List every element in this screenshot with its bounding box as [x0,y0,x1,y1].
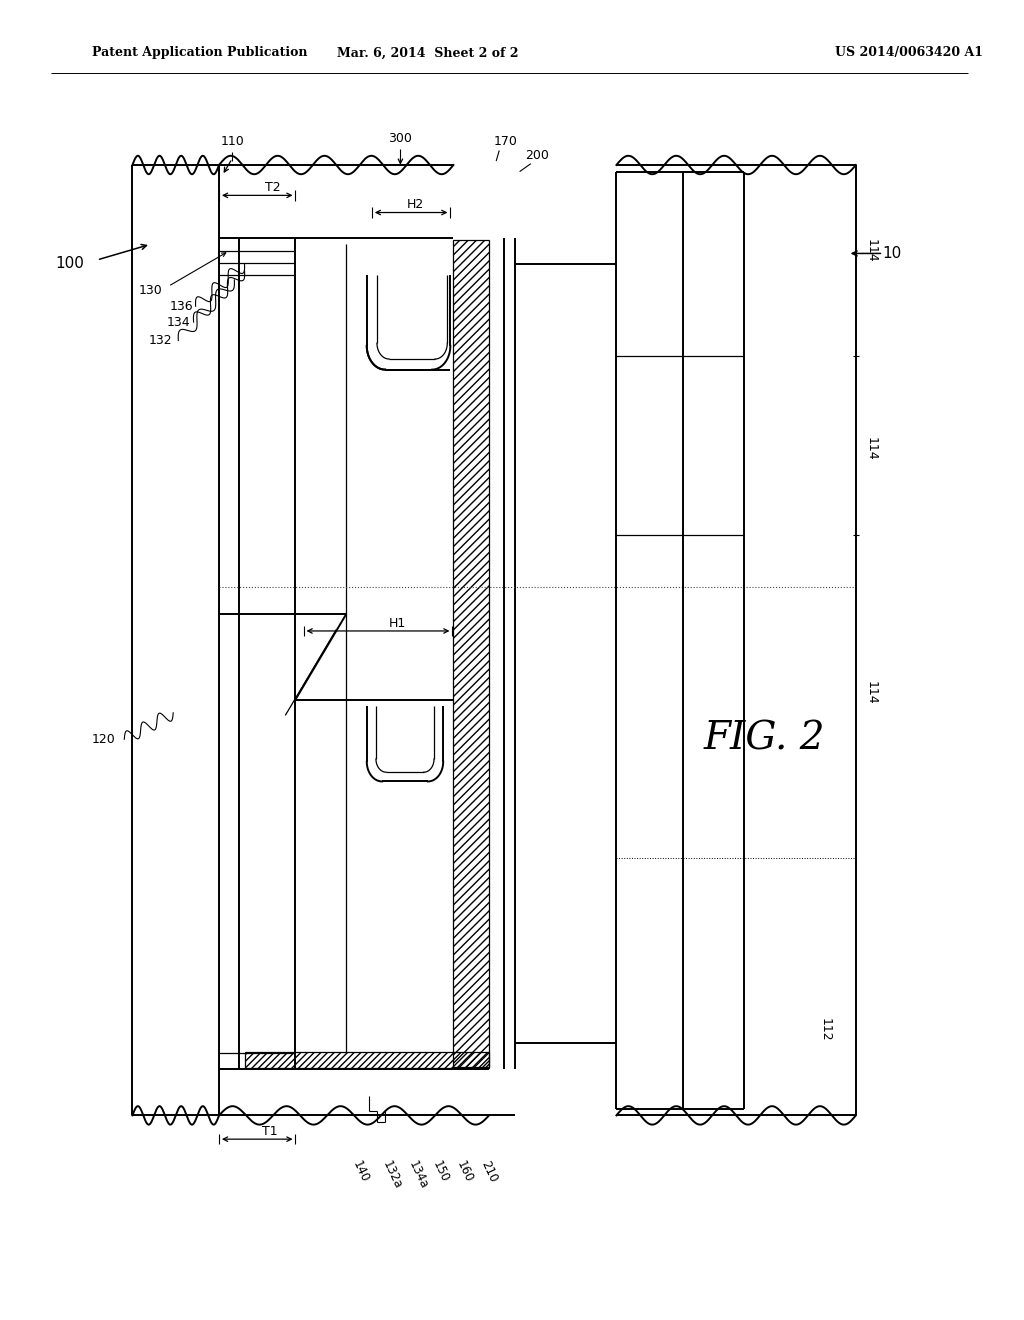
Bar [454,240,489,1067]
Text: 134a: 134a [406,1159,430,1192]
Text: 210: 210 [479,1159,500,1185]
Text: 114: 114 [864,239,878,263]
Text: 132: 132 [150,334,173,347]
Text: H1: H1 [389,616,406,630]
Text: T2: T2 [265,181,281,194]
Text: Mar. 6, 2014  Sheet 2 of 2: Mar. 6, 2014 Sheet 2 of 2 [337,46,519,59]
Text: 136: 136 [170,300,194,313]
Text: 150: 150 [430,1159,452,1184]
Text: 200: 200 [525,149,549,162]
Text: 100: 100 [55,256,84,272]
Text: 110: 110 [220,135,244,148]
Text: 114: 114 [864,681,878,705]
Bar [245,1052,489,1068]
Text: 112: 112 [819,1018,831,1041]
Text: T1: T1 [262,1125,278,1138]
Text: 120: 120 [92,733,116,746]
Text: 10: 10 [882,246,901,261]
Text: 170: 170 [494,135,517,148]
Text: FIG. 2: FIG. 2 [703,721,825,758]
Text: H2: H2 [408,198,424,211]
Text: US 2014/0063420 A1: US 2014/0063420 A1 [836,46,983,59]
Text: 130: 130 [139,284,163,297]
Text: 140: 140 [349,1159,371,1185]
Text: 300: 300 [388,132,413,145]
Text: 132a: 132a [380,1159,404,1192]
Text: 134: 134 [167,315,190,329]
Text: Patent Application Publication: Patent Application Publication [92,46,307,59]
Text: 160: 160 [455,1159,475,1185]
Text: 114: 114 [864,437,878,461]
